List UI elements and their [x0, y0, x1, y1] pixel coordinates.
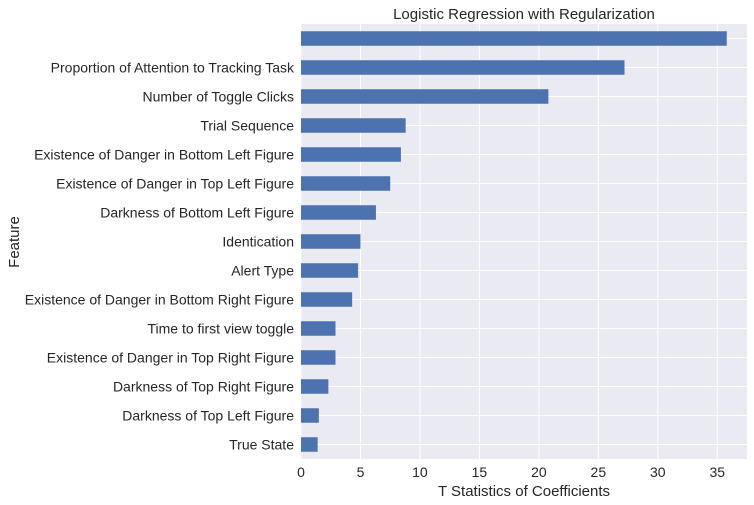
x-tick-label: 0: [297, 464, 305, 480]
x-tick-label: 35: [709, 464, 725, 480]
y-tick-label: Existence of Danger in Bottom Left Figur…: [34, 147, 294, 163]
bar: [301, 263, 359, 278]
bar: [301, 176, 391, 191]
x-tick-label: 10: [412, 464, 428, 480]
y-axis-title: Feature: [6, 216, 23, 268]
y-tick-label: Proportion of Attention to Tracking Task: [51, 60, 295, 76]
x-tick-label: 5: [357, 464, 365, 480]
bar: [301, 379, 329, 394]
x-tick-labels: 0 5 10 15 20 25 30 35: [297, 464, 725, 480]
bar: [301, 350, 336, 365]
bars: [301, 31, 727, 452]
bar: [301, 321, 336, 336]
y-tick-label: Alert Type: [231, 263, 294, 279]
y-tick-label: True State: [229, 437, 294, 453]
y-tick-label: Darkness of Bottom Left Figure: [100, 205, 294, 221]
bar: [301, 292, 353, 307]
y-tick-label: Darkness of Top Left Figure: [122, 408, 294, 424]
bar: [301, 89, 549, 104]
y-tick-label: Darkness of Top Right Figure: [113, 379, 294, 395]
y-tick-label: Number of Toggle Clicks: [143, 89, 294, 105]
bar: [301, 205, 376, 220]
y-tick-label: Existence of Danger in Top Right Figure: [47, 350, 294, 366]
bar: [301, 147, 401, 162]
x-tick-label: 30: [650, 464, 666, 480]
chart-title: Logistic Regression with Regularization: [393, 6, 655, 23]
x-tick-label: 15: [472, 464, 488, 480]
x-tick-label: 25: [591, 464, 607, 480]
y-tick-label: Existence of Danger in Top Left Figure: [56, 176, 294, 192]
y-tick-label: Trial Sequence: [200, 118, 294, 134]
bar: [301, 118, 406, 133]
x-axis-title: T Statistics of Coefficients: [438, 483, 610, 500]
x-tick-label: 20: [531, 464, 547, 480]
y-tick-label: Identication: [222, 234, 294, 250]
bar: [301, 437, 318, 452]
y-tick-label: Time to first view toggle: [147, 321, 294, 337]
bar: [301, 408, 319, 423]
bar: [301, 60, 625, 75]
y-tick-labels: Proportion of Attention to Tracking Task…: [25, 60, 295, 453]
y-tick-label: Existence of Danger in Bottom Right Figu…: [25, 292, 294, 308]
bar: [301, 234, 361, 249]
bar: [301, 31, 727, 46]
